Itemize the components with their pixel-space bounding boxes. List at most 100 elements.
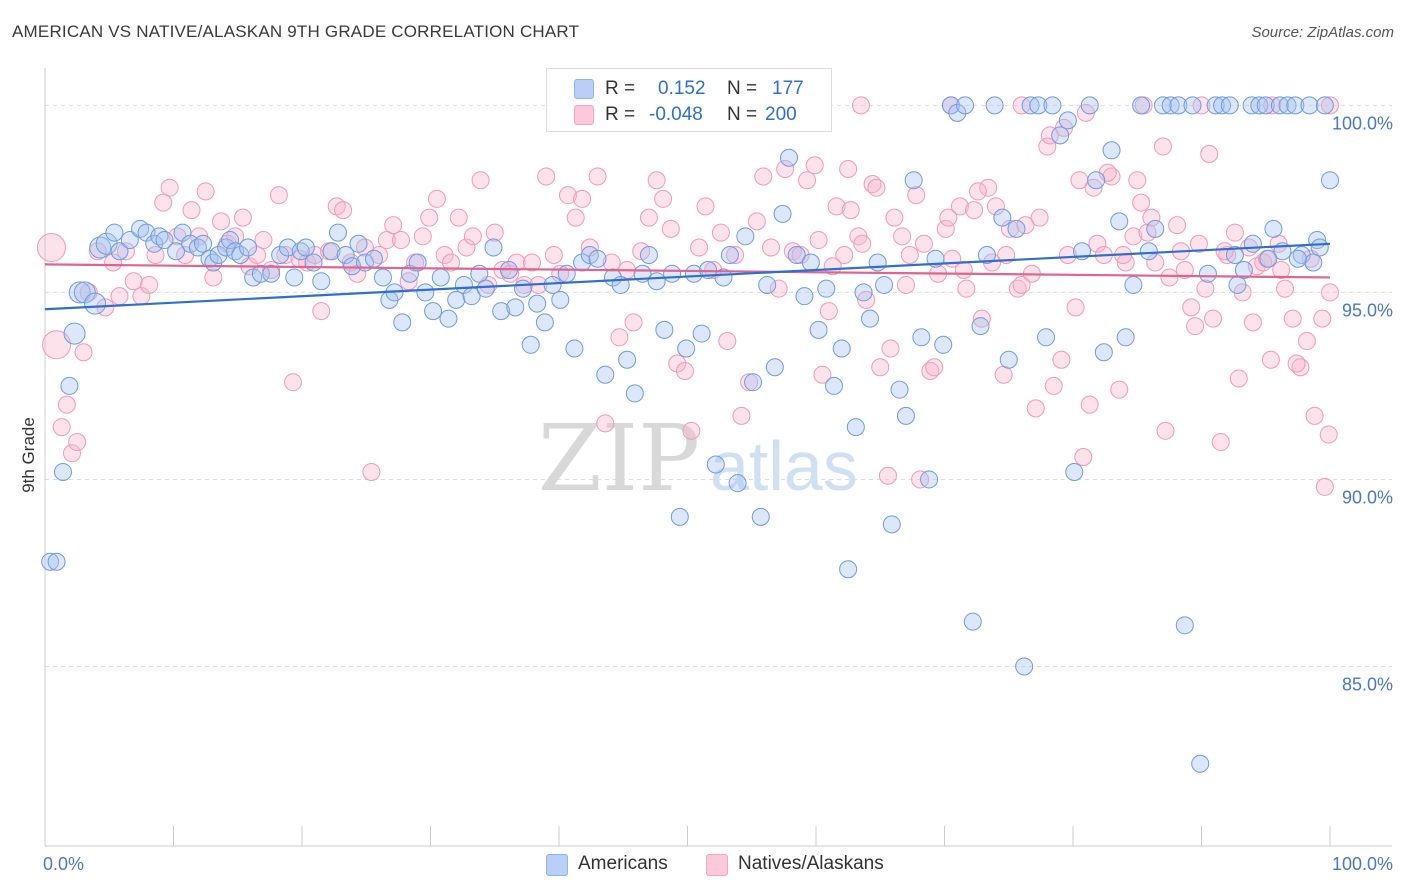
point-native [851, 96, 870, 115]
point-native [867, 178, 886, 197]
point-american [231, 246, 250, 265]
point-american [1259, 249, 1278, 268]
point-native [312, 302, 331, 321]
point-native [726, 246, 745, 265]
point-native [853, 234, 872, 253]
x-tick-label: 0.0% [43, 854, 84, 874]
point-native [334, 201, 353, 220]
point-american [758, 275, 777, 294]
legend-r-value: 0.152 [658, 78, 706, 99]
correlation-legend: R = 0.152 N = 177 R = -0.048 N = 200 [546, 68, 832, 132]
point-american [1153, 96, 1172, 115]
point-native [732, 406, 751, 425]
grid-lines [45, 104, 1392, 667]
point-native [284, 373, 303, 392]
point-american [1213, 96, 1232, 115]
point-american [1132, 96, 1151, 115]
point-native [798, 171, 817, 190]
series-legend: Americans Natives/Alaskans [0, 852, 1406, 878]
point-native [957, 279, 976, 298]
point-native [1225, 223, 1244, 242]
point-native [74, 343, 93, 362]
point-american [647, 272, 666, 291]
point-native [1070, 171, 1089, 190]
point-native [1215, 242, 1234, 261]
point-native [1313, 309, 1332, 328]
legend-r-label: R = [605, 104, 636, 125]
point-american [655, 320, 674, 339]
point-native [276, 246, 295, 265]
point-american [736, 227, 755, 246]
point-native [675, 361, 694, 380]
point-native [711, 223, 730, 242]
point-american [1124, 275, 1143, 294]
point-american [956, 96, 975, 115]
point-native [79, 283, 98, 302]
point-native [427, 189, 446, 208]
point-native [1030, 208, 1049, 227]
point-american [521, 335, 540, 354]
point-american [787, 246, 806, 265]
point-american [890, 380, 909, 399]
point-native [1080, 395, 1099, 414]
legend-r-label: R = [605, 78, 636, 99]
point-native [1088, 234, 1107, 253]
point-american [262, 264, 281, 283]
point-native [1016, 216, 1035, 235]
legend-swatch-americans [574, 79, 594, 99]
point-american [603, 268, 622, 287]
point-american [322, 242, 341, 261]
point-american [692, 324, 711, 343]
point-native [52, 418, 71, 437]
point-american [1242, 96, 1261, 115]
point-native [839, 159, 858, 178]
point-american [1286, 96, 1305, 115]
point-native [384, 216, 403, 235]
point-american [765, 358, 784, 377]
point-native [269, 186, 288, 205]
point-american [373, 268, 392, 287]
point-american [977, 246, 996, 265]
point-american [336, 246, 355, 265]
point-native [809, 231, 828, 250]
point-american [271, 246, 290, 265]
point-native [1040, 126, 1059, 145]
point-native [233, 208, 252, 227]
legend-n-value: 200 [765, 104, 797, 125]
legend-label-natives: Natives/Alaskans [738, 853, 884, 874]
point-native [204, 268, 223, 287]
point-american [89, 236, 112, 259]
point-native [544, 246, 563, 265]
point-native [420, 208, 439, 227]
point-american [1116, 328, 1135, 347]
point-native [1084, 178, 1103, 197]
legend-n-label: N = [727, 78, 758, 99]
point-native [449, 208, 468, 227]
point-american [565, 339, 584, 358]
tick-labels: 85.0% 90.0% 95.0% 100.0% 0.0% 100.0% [43, 113, 1393, 874]
point-native [435, 246, 454, 265]
trendline-americans [44, 242, 1331, 311]
point-american [1139, 242, 1158, 261]
point-native [1128, 171, 1147, 190]
point-native [596, 414, 615, 433]
trend-lines [44, 242, 1331, 311]
point-native [762, 238, 781, 257]
point-american [60, 376, 79, 395]
point-native [62, 444, 81, 463]
point-native [1038, 137, 1057, 156]
point-american [993, 208, 1012, 227]
point-american [1220, 96, 1239, 115]
point-native [1153, 137, 1172, 156]
point-native [896, 275, 915, 294]
point-american [476, 279, 495, 298]
point-native [124, 272, 143, 291]
point-native [1074, 448, 1093, 466]
point-native [377, 231, 396, 250]
point-native [925, 358, 944, 377]
point-american [110, 242, 129, 261]
point-native [1132, 193, 1151, 212]
trendline-natives [44, 263, 1331, 279]
point-american [68, 281, 91, 304]
point-american [780, 148, 799, 167]
